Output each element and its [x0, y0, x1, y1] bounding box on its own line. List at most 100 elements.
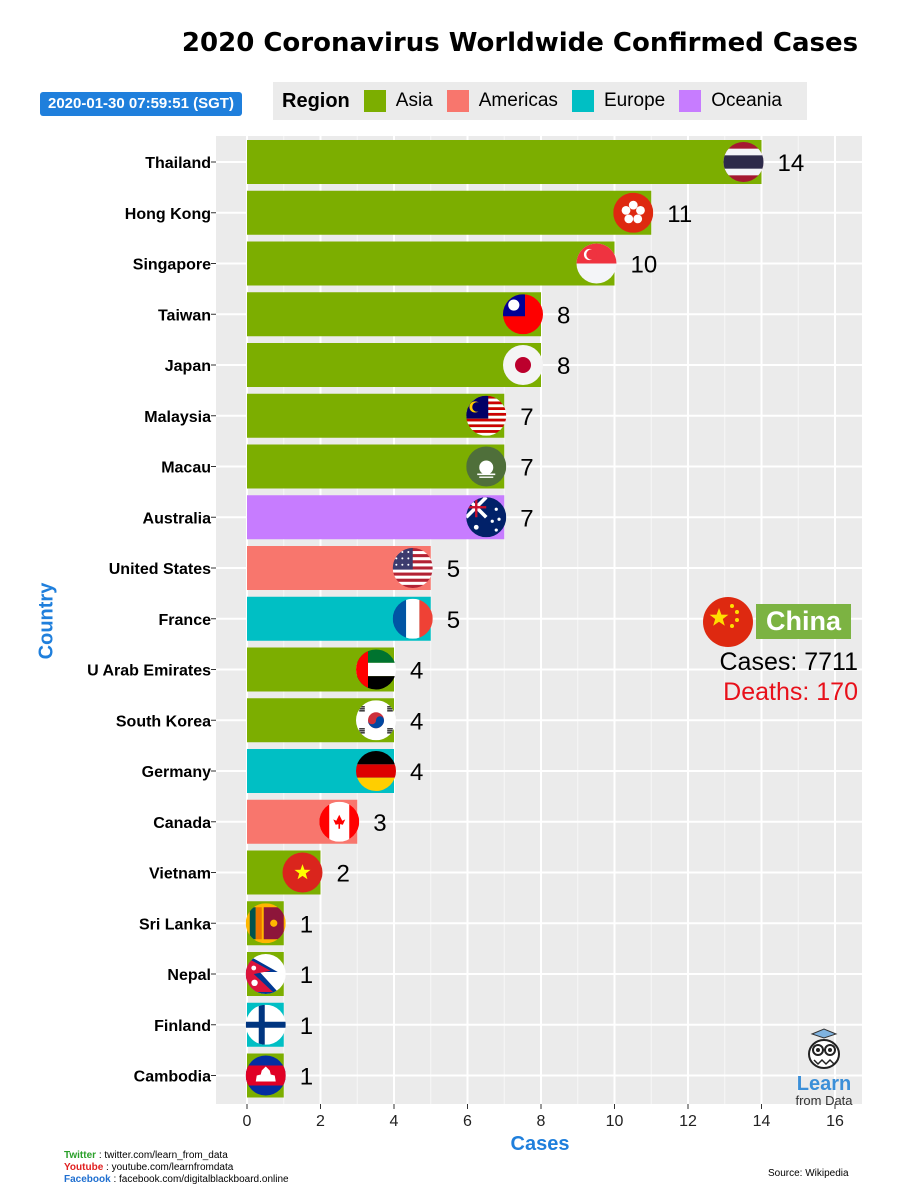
y-tick-label-australia: Australia: [143, 510, 212, 527]
y-tick-label-canada: Canada: [153, 815, 211, 832]
flag-badge-taiwan: [503, 294, 543, 335]
bar-malaysia: [247, 393, 505, 438]
y-tick-label-vietnam: Vietnam: [149, 866, 211, 883]
china-flag-icon: [703, 597, 753, 647]
bar-thailand: [247, 140, 762, 184]
footer-links: Twitter : twitter.com/learn_from_data Yo…: [64, 1150, 289, 1186]
y-tick-label-france: France: [159, 612, 212, 629]
legend-item-americas: Americas: [446, 90, 558, 112]
footer-facebook[interactable]: Facebook : facebook.com/digitalblackboar…: [64, 1174, 289, 1186]
callout-deaths: Deaths: 170: [723, 678, 858, 706]
flag-badge-france: [392, 598, 433, 639]
bar-macau: [247, 444, 505, 489]
bar-taiwan: [247, 292, 541, 337]
value-label-south-korea: 4: [410, 708, 423, 735]
value-label-thailand: 14: [778, 150, 805, 177]
legend-label-americas: Americas: [478, 90, 558, 111]
x-tick-label: 8: [537, 1113, 546, 1130]
x-tick-label: 4: [390, 1113, 399, 1130]
flag-badge-thailand: [723, 142, 764, 182]
x-tick-label: 16: [826, 1113, 844, 1130]
flag-badge-singapore: [576, 243, 617, 284]
cambodia-flag-icon: [245, 1055, 286, 1096]
finland-flag-icon: [245, 1004, 286, 1045]
legend-item-asia: Asia: [363, 90, 433, 112]
footer-facebook-label: Facebook: [64, 1174, 111, 1185]
callout-cases: Cases: 7711: [719, 648, 858, 676]
flag-badge-germany: [356, 751, 396, 791]
bar-singapore: [247, 241, 615, 286]
footer-youtube[interactable]: Youtube : youtube.com/learnfromdata: [64, 1162, 289, 1174]
x-tick-label: 10: [606, 1113, 624, 1130]
thailand-flag-icon: [723, 142, 764, 182]
vietnam-flag-icon: [282, 852, 323, 893]
flag-badge-sri-lanka: [245, 903, 286, 944]
bar-japan: [247, 343, 541, 387]
nepal-flag-icon: [245, 954, 286, 994]
footer-facebook-url: : facebook.com/digitalblackboard.online: [110, 1174, 289, 1185]
flag-badge-malaysia: [466, 395, 507, 436]
learn-from-data-logo: Learn from Data: [784, 1028, 864, 1108]
flag-badge-vietnam: [282, 852, 323, 893]
germany-flag-icon: [356, 751, 396, 791]
y-tick-label-malaysia: Malaysia: [144, 409, 211, 426]
taiwan-flag-icon: [503, 294, 543, 335]
value-label-nepal: 1: [300, 962, 313, 989]
value-label-japan: 8: [557, 353, 570, 380]
flag-badge-hong-kong: [613, 192, 654, 233]
hong-kong-flag-icon: [613, 192, 654, 233]
value-label-taiwan: 8: [557, 302, 570, 329]
y-axis-title: Country: [35, 582, 58, 660]
value-label-hong-kong: 11: [667, 201, 692, 228]
legend-label-europe: Europe: [603, 90, 666, 111]
y-tick-label-taiwan: Taiwan: [158, 307, 211, 324]
y-tick-label-japan: Japan: [165, 358, 211, 375]
y-tick-label-nepal: Nepal: [167, 967, 211, 984]
sri-lanka-flag-icon: [245, 903, 286, 944]
flag-badge-south-korea: [356, 700, 396, 741]
legend-label-oceania: Oceania: [711, 90, 782, 111]
flag-badge-australia: [466, 497, 507, 538]
value-label-malaysia: 7: [520, 404, 533, 431]
value-label-france: 5: [447, 607, 460, 634]
footer-youtube-url: : youtube.com/learnfromdata: [103, 1162, 234, 1173]
x-tick-label: 14: [753, 1113, 771, 1130]
value-label-germany: 4: [410, 759, 423, 786]
y-tick-label-sri-lanka: Sri Lanka: [139, 916, 211, 933]
owl-icon: [808, 1028, 840, 1069]
south-korea-flag-icon: [356, 700, 396, 741]
x-tick-label: 0: [243, 1113, 252, 1130]
legend-label-asia: Asia: [395, 90, 433, 111]
callout-country-name: China: [756, 604, 852, 639]
value-label-macau: 7: [520, 455, 533, 482]
malaysia-flag-icon: [466, 395, 507, 436]
y-tick-label-hong-kong: Hong Kong: [125, 206, 211, 223]
footer-twitter-url: : twitter.com/learn_from_data: [96, 1150, 228, 1161]
canada-flag-icon: [319, 801, 360, 842]
flag-badge-united-states: [392, 548, 433, 588]
chart-title: 2020 Coronavirus Worldwide Confirmed Cas…: [181, 28, 859, 58]
y-tick-label-united-states: United States: [109, 561, 211, 578]
footer-twitter[interactable]: Twitter : twitter.com/learn_from_data: [64, 1150, 289, 1162]
value-label-finland: 1: [300, 1013, 313, 1040]
macau-flag-icon: [466, 446, 507, 487]
australia-flag-icon: [466, 497, 507, 538]
y-tick-label-south-korea: South Korea: [116, 713, 211, 730]
flag-badge-nepal: [245, 954, 286, 994]
x-tick-label: 12: [679, 1113, 697, 1130]
legend-swatch-europe: [571, 90, 594, 112]
uae-flag-icon: [356, 649, 396, 690]
legend-swatch-americas: [446, 90, 469, 112]
legend-title: Region: [282, 89, 350, 112]
flag-badge-japan: [503, 345, 543, 385]
x-axis-title: Cases: [510, 1133, 570, 1155]
flag-badge-macau: [466, 446, 507, 487]
legend: Region Asia Americas Europe Oceania: [273, 82, 807, 120]
flag-badge-finland: [245, 1004, 286, 1045]
value-label-u-arab-emirates: 4: [410, 658, 423, 685]
footer-youtube-label: Youtube: [64, 1162, 104, 1173]
value-label-singapore: 10: [631, 252, 658, 279]
value-label-canada: 3: [373, 810, 386, 837]
france-flag-icon: [392, 598, 433, 639]
